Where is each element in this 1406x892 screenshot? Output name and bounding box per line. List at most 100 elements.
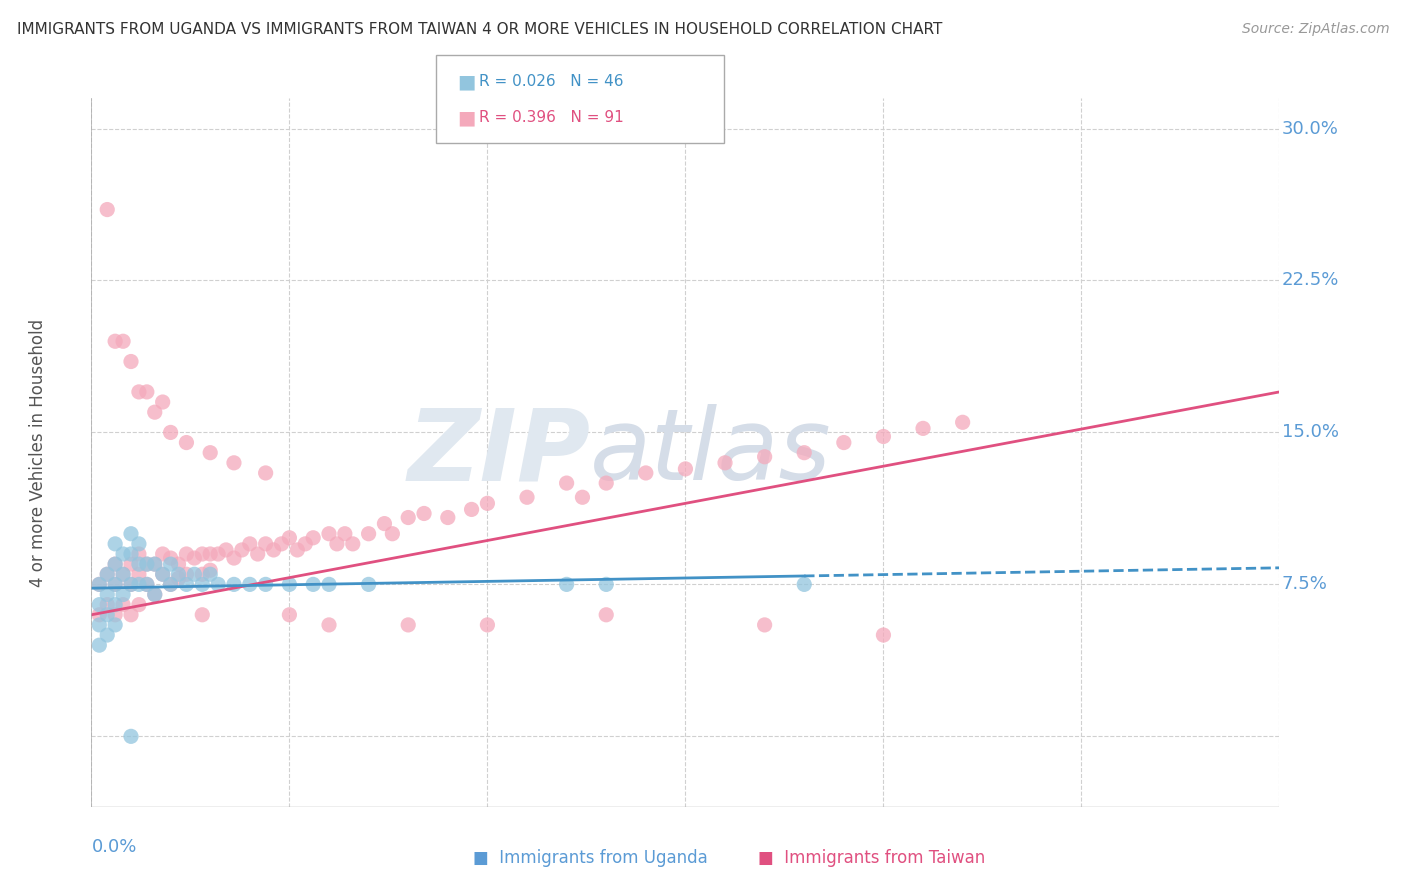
- Point: [555, 577, 578, 591]
- Point: [135, 577, 157, 591]
- Point: [278, 577, 301, 591]
- Point: [159, 577, 181, 591]
- Point: [89, 618, 111, 632]
- Text: atlas: atlas: [591, 404, 832, 501]
- Point: [714, 456, 737, 470]
- Text: ■: ■: [457, 72, 475, 91]
- Point: [104, 607, 127, 622]
- Point: [96, 588, 118, 602]
- Point: [112, 334, 135, 349]
- Point: [96, 567, 118, 582]
- Point: [135, 384, 157, 399]
- Point: [159, 557, 181, 571]
- Point: [254, 537, 277, 551]
- Point: [120, 577, 142, 591]
- Point: [294, 537, 316, 551]
- Point: [159, 577, 181, 591]
- Point: [183, 551, 205, 566]
- Point: [143, 557, 166, 571]
- Point: [911, 421, 934, 435]
- Point: [673, 462, 696, 476]
- Point: [239, 577, 262, 591]
- Point: [176, 547, 198, 561]
- Point: [128, 547, 150, 561]
- Point: [135, 557, 157, 571]
- Point: [333, 526, 356, 541]
- Point: [200, 547, 222, 561]
- Point: [342, 537, 364, 551]
- Point: [120, 354, 142, 368]
- Point: [191, 577, 214, 591]
- Point: [477, 618, 499, 632]
- Point: [222, 456, 245, 470]
- Point: [285, 543, 308, 558]
- Point: [222, 551, 245, 566]
- Point: [460, 502, 482, 516]
- Point: [104, 577, 127, 591]
- Point: [128, 537, 150, 551]
- Point: [396, 618, 419, 632]
- Point: [207, 547, 229, 561]
- Point: [373, 516, 395, 531]
- Point: [96, 628, 118, 642]
- Point: [112, 567, 135, 582]
- Point: [143, 405, 166, 419]
- Point: [595, 577, 617, 591]
- Point: [96, 598, 118, 612]
- Point: [222, 577, 245, 591]
- Point: [793, 446, 815, 460]
- Point: [176, 577, 198, 591]
- Point: [200, 446, 222, 460]
- Point: [143, 588, 166, 602]
- Text: IMMIGRANTS FROM UGANDA VS IMMIGRANTS FROM TAIWAN 4 OR MORE VEHICLES IN HOUSEHOLD: IMMIGRANTS FROM UGANDA VS IMMIGRANTS FRO…: [17, 22, 942, 37]
- Point: [516, 490, 538, 504]
- Point: [571, 490, 593, 504]
- Point: [128, 384, 150, 399]
- Point: [436, 510, 458, 524]
- Point: [104, 618, 127, 632]
- Point: [326, 537, 349, 551]
- Point: [191, 547, 214, 561]
- Point: [278, 531, 301, 545]
- Point: [159, 425, 181, 440]
- Point: [135, 577, 157, 591]
- Point: [159, 551, 181, 566]
- Text: ■: ■: [457, 108, 475, 128]
- Point: [89, 607, 111, 622]
- Point: [120, 607, 142, 622]
- Point: [872, 628, 894, 642]
- Point: [215, 543, 238, 558]
- Point: [152, 567, 174, 582]
- Point: [302, 577, 325, 591]
- Point: [120, 547, 142, 561]
- Point: [143, 588, 166, 602]
- Point: [89, 577, 111, 591]
- Point: [96, 202, 118, 217]
- Point: [413, 507, 436, 521]
- Point: [357, 526, 380, 541]
- Point: [254, 577, 277, 591]
- Point: [167, 557, 190, 571]
- Point: [302, 531, 325, 545]
- Point: [112, 598, 135, 612]
- Point: [231, 543, 253, 558]
- Point: [152, 567, 174, 582]
- Point: [176, 567, 198, 582]
- Point: [135, 557, 157, 571]
- Text: 15.0%: 15.0%: [1282, 424, 1339, 442]
- Text: ■  Immigrants from Uganda: ■ Immigrants from Uganda: [474, 849, 707, 867]
- Text: 22.5%: 22.5%: [1282, 271, 1339, 290]
- Point: [239, 537, 262, 551]
- Point: [152, 547, 174, 561]
- Text: Source: ZipAtlas.com: Source: ZipAtlas.com: [1241, 22, 1389, 37]
- Point: [128, 567, 150, 582]
- Point: [477, 496, 499, 510]
- Point: [167, 567, 190, 582]
- Point: [263, 543, 285, 558]
- Point: [270, 537, 292, 551]
- Point: [191, 567, 214, 582]
- Point: [167, 571, 190, 585]
- Point: [112, 567, 135, 582]
- Point: [396, 510, 419, 524]
- Point: [104, 577, 127, 591]
